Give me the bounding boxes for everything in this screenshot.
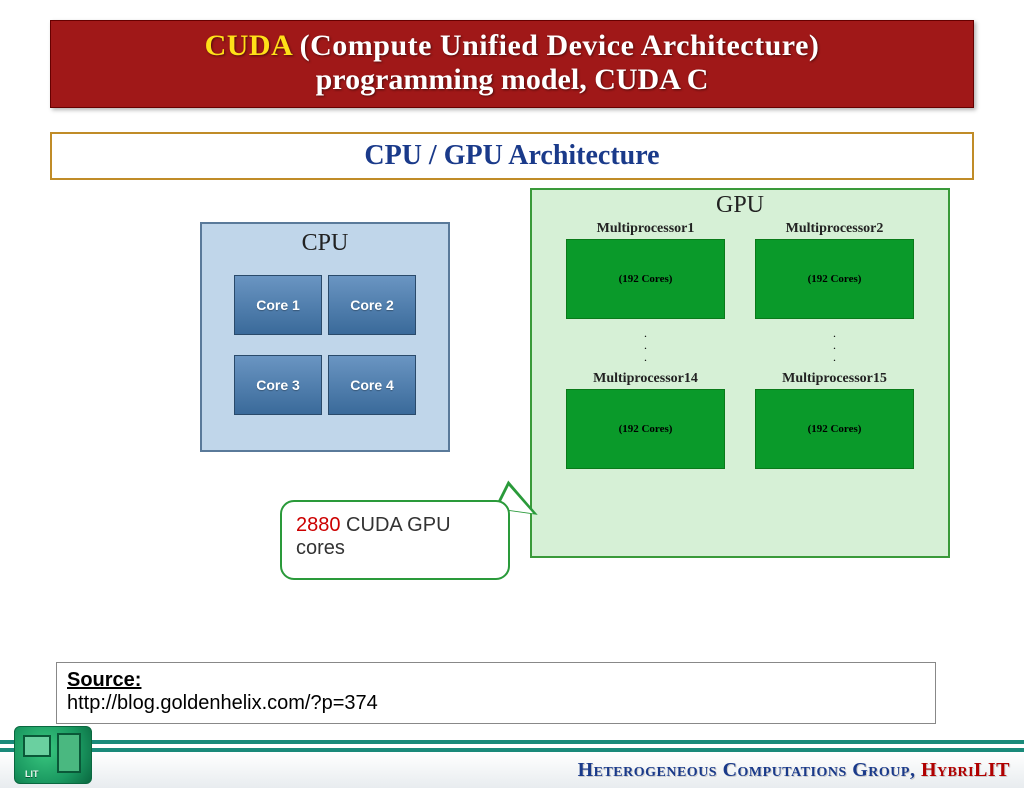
cpu-cores-grid: Core 1 Core 2 Core 3 Core 4 bbox=[202, 257, 448, 433]
mp-label-15: Multiprocessor15 bbox=[755, 371, 914, 387]
source-url: http://blog.goldenhelix.com/?p=374 bbox=[67, 692, 925, 715]
callout-count: 2880 bbox=[296, 514, 341, 536]
footer-brand: HybriLIT bbox=[921, 759, 1010, 781]
cpu-core-1: Core 1 bbox=[234, 275, 322, 335]
footer-group: Heterogeneous Computations Group, bbox=[578, 759, 921, 781]
mp-cell-1: Multiprocessor1 (192 Cores) bbox=[566, 221, 725, 319]
logo-monitor-icon bbox=[23, 735, 51, 757]
title-cuda: CUDA bbox=[205, 29, 292, 62]
footer-bar: LIT Heterogeneous Computations Group, Hy… bbox=[0, 748, 1024, 788]
logo-text: LIT bbox=[25, 769, 39, 779]
diagram-area: CPU Core 1 Core 2 Core 3 Core 4 GPU Mult… bbox=[50, 192, 974, 612]
subtitle-box: CPU / GPU Architecture bbox=[50, 132, 974, 180]
cuda-cores-callout: 2880 CUDA GPU cores bbox=[280, 500, 510, 580]
mp-label-14: Multiprocessor14 bbox=[566, 371, 725, 387]
cpu-core-2: Core 2 bbox=[328, 275, 416, 335]
mp-block-14: (192 Cores) bbox=[566, 389, 725, 469]
dots-right: ... bbox=[755, 325, 914, 365]
subtitle-text: CPU / GPU Architecture bbox=[364, 140, 659, 171]
mp-cell-2: Multiprocessor2 (192 Cores) bbox=[755, 221, 914, 319]
mp-cell-15: Multiprocessor15 (192 Cores) bbox=[755, 371, 914, 469]
logo-tower-icon bbox=[57, 733, 81, 773]
mp-block-2: (192 Cores) bbox=[755, 239, 914, 319]
gpu-mp-grid: Multiprocessor1 (192 Cores) Multiprocess… bbox=[532, 219, 948, 479]
footer-logo: LIT bbox=[14, 726, 92, 784]
title-banner: CUDA (Compute Unified Device Architectur… bbox=[50, 20, 974, 108]
cpu-box: CPU Core 1 Core 2 Core 3 Core 4 bbox=[200, 222, 450, 452]
dots-left: ... bbox=[566, 325, 725, 365]
title-rest1: (Compute Unified Device Architecture) bbox=[292, 29, 820, 62]
mp-cell-14: Multiprocessor14 (192 Cores) bbox=[566, 371, 725, 469]
cpu-label: CPU bbox=[202, 224, 448, 257]
cpu-core-4: Core 4 bbox=[328, 355, 416, 415]
mp-label-1: Multiprocessor1 bbox=[566, 221, 725, 237]
footer-text: Heterogeneous Computations Group, HybriL… bbox=[578, 759, 1010, 782]
mp-block-15: (192 Cores) bbox=[755, 389, 914, 469]
gpu-box: GPU Multiprocessor1 (192 Cores) Multipro… bbox=[530, 188, 950, 558]
source-label: Source: bbox=[67, 669, 925, 692]
title-line-1: CUDA (Compute Unified Device Architectur… bbox=[71, 29, 953, 63]
gpu-label: GPU bbox=[532, 190, 948, 219]
mp-block-1: (192 Cores) bbox=[566, 239, 725, 319]
cpu-core-3: Core 3 bbox=[234, 355, 322, 415]
mp-label-2: Multiprocessor2 bbox=[755, 221, 914, 237]
title-line-2: programming model, CUDA C bbox=[71, 63, 953, 97]
source-box: Source: http://blog.goldenhelix.com/?p=3… bbox=[56, 662, 936, 724]
